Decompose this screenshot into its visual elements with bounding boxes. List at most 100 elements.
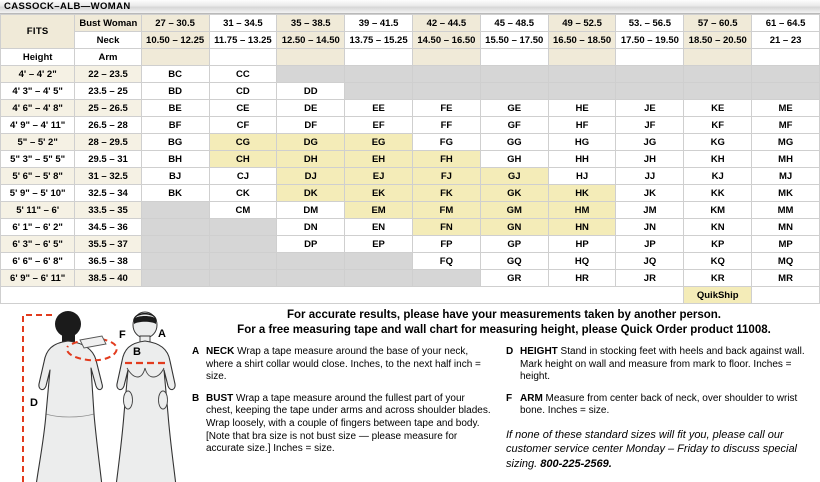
size-cell[interactable]: HF — [547, 116, 617, 134]
size-cell[interactable]: HE — [547, 99, 617, 117]
size-cell-empty[interactable] — [208, 252, 278, 270]
size-cell-empty[interactable] — [479, 82, 549, 100]
size-cell-quikship[interactable]: DH — [276, 150, 346, 168]
size-cell-empty[interactable] — [208, 218, 278, 236]
size-cell[interactable]: CD — [208, 82, 278, 100]
size-cell[interactable]: HR — [547, 269, 617, 287]
size-cell[interactable]: GQ — [479, 252, 549, 270]
size-cell[interactable]: JJ — [615, 167, 685, 185]
size-cell-quikship[interactable]: GJ — [479, 167, 549, 185]
size-cell-empty[interactable] — [547, 82, 617, 100]
size-cell-quikship[interactable]: GN — [479, 218, 549, 236]
size-cell[interactable]: JM — [615, 201, 685, 219]
size-cell[interactable]: CC — [208, 65, 278, 83]
size-cell[interactable]: GR — [479, 269, 549, 287]
size-cell[interactable]: MN — [751, 218, 820, 236]
size-cell[interactable]: JG — [615, 133, 685, 151]
size-cell[interactable]: BJ — [140, 167, 210, 185]
size-cell[interactable]: FQ — [411, 252, 481, 270]
size-cell[interactable]: MK — [751, 184, 820, 202]
size-cell-empty[interactable] — [683, 82, 753, 100]
size-cell[interactable]: CF — [208, 116, 278, 134]
size-cell-empty[interactable] — [344, 252, 413, 270]
size-cell-empty[interactable] — [411, 65, 481, 83]
size-cell[interactable]: DE — [276, 99, 346, 117]
size-cell-quikship[interactable]: EH — [344, 150, 413, 168]
size-cell-empty[interactable] — [344, 269, 413, 287]
size-cell[interactable]: MM — [751, 201, 820, 219]
size-cell[interactable]: EP — [344, 235, 413, 253]
size-cell-empty[interactable] — [140, 218, 210, 236]
size-cell-empty[interactable] — [411, 82, 481, 100]
size-cell[interactable]: MH — [751, 150, 820, 168]
size-cell[interactable]: KQ — [683, 252, 753, 270]
size-cell[interactable]: MJ — [751, 167, 820, 185]
size-cell[interactable]: GG — [479, 133, 549, 151]
size-cell[interactable]: CM — [208, 201, 278, 219]
size-cell-empty[interactable] — [276, 65, 346, 83]
size-cell[interactable]: GE — [479, 99, 549, 117]
size-cell[interactable]: KE — [683, 99, 753, 117]
size-cell[interactable]: MG — [751, 133, 820, 151]
size-cell[interactable]: BC — [140, 65, 210, 83]
size-cell[interactable]: KF — [683, 116, 753, 134]
size-cell[interactable]: EE — [344, 99, 413, 117]
size-cell-quikship[interactable]: FN — [411, 218, 481, 236]
size-cell-quikship[interactable]: EJ — [344, 167, 413, 185]
size-cell-quikship[interactable]: EK — [344, 184, 413, 202]
size-cell[interactable]: KK — [683, 184, 753, 202]
size-cell-empty[interactable] — [140, 235, 210, 253]
size-cell-empty[interactable] — [751, 65, 820, 83]
size-cell[interactable]: HP — [547, 235, 617, 253]
size-cell[interactable]: EN — [344, 218, 413, 236]
size-cell-empty[interactable] — [547, 65, 617, 83]
size-cell[interactable]: BG — [140, 133, 210, 151]
size-cell-quikship[interactable]: DK — [276, 184, 346, 202]
size-cell[interactable]: KP — [683, 235, 753, 253]
size-cell[interactable]: FE — [411, 99, 481, 117]
size-cell-empty[interactable] — [479, 65, 549, 83]
size-cell[interactable]: GP — [479, 235, 549, 253]
size-cell-quikship[interactable]: CH — [208, 150, 278, 168]
size-cell-empty[interactable] — [140, 269, 210, 287]
size-cell[interactable]: KH — [683, 150, 753, 168]
size-cell[interactable]: DM — [276, 201, 346, 219]
size-cell[interactable]: EF — [344, 116, 413, 134]
size-cell-quikship[interactable]: GM — [479, 201, 549, 219]
size-cell[interactable]: BK — [140, 184, 210, 202]
size-cell-empty[interactable] — [344, 82, 413, 100]
size-cell-empty[interactable] — [344, 65, 413, 83]
size-cell-quikship[interactable]: FH — [411, 150, 481, 168]
size-cell[interactable]: FF — [411, 116, 481, 134]
size-cell-quikship[interactable]: FM — [411, 201, 481, 219]
size-cell-quikship[interactable]: FK — [411, 184, 481, 202]
size-cell-empty[interactable] — [140, 201, 210, 219]
size-cell[interactable]: JE — [615, 99, 685, 117]
size-cell[interactable]: JH — [615, 150, 685, 168]
size-cell[interactable]: KG — [683, 133, 753, 151]
size-cell-empty[interactable] — [140, 252, 210, 270]
size-cell[interactable]: CE — [208, 99, 278, 117]
size-cell[interactable]: FG — [411, 133, 481, 151]
size-cell[interactable]: HH — [547, 150, 617, 168]
size-cell-empty[interactable] — [751, 82, 820, 100]
size-cell[interactable]: GF — [479, 116, 549, 134]
size-cell-empty[interactable] — [683, 65, 753, 83]
size-cell[interactable]: CJ — [208, 167, 278, 185]
size-cell-empty[interactable] — [411, 269, 481, 287]
size-cell-quikship[interactable]: HK — [547, 184, 617, 202]
size-cell[interactable]: JR — [615, 269, 685, 287]
size-cell[interactable]: FP — [411, 235, 481, 253]
size-cell-empty[interactable] — [615, 65, 685, 83]
size-cell[interactable]: GH — [479, 150, 549, 168]
size-cell[interactable]: KM — [683, 201, 753, 219]
size-cell[interactable]: BE — [140, 99, 210, 117]
size-cell-empty[interactable] — [615, 82, 685, 100]
size-cell[interactable]: JP — [615, 235, 685, 253]
size-cell[interactable]: HQ — [547, 252, 617, 270]
size-cell[interactable]: HG — [547, 133, 617, 151]
size-cell[interactable]: KJ — [683, 167, 753, 185]
size-cell-quikship[interactable]: EG — [344, 133, 413, 151]
size-cell-empty[interactable] — [276, 252, 346, 270]
size-cell-quikship[interactable]: DJ — [276, 167, 346, 185]
